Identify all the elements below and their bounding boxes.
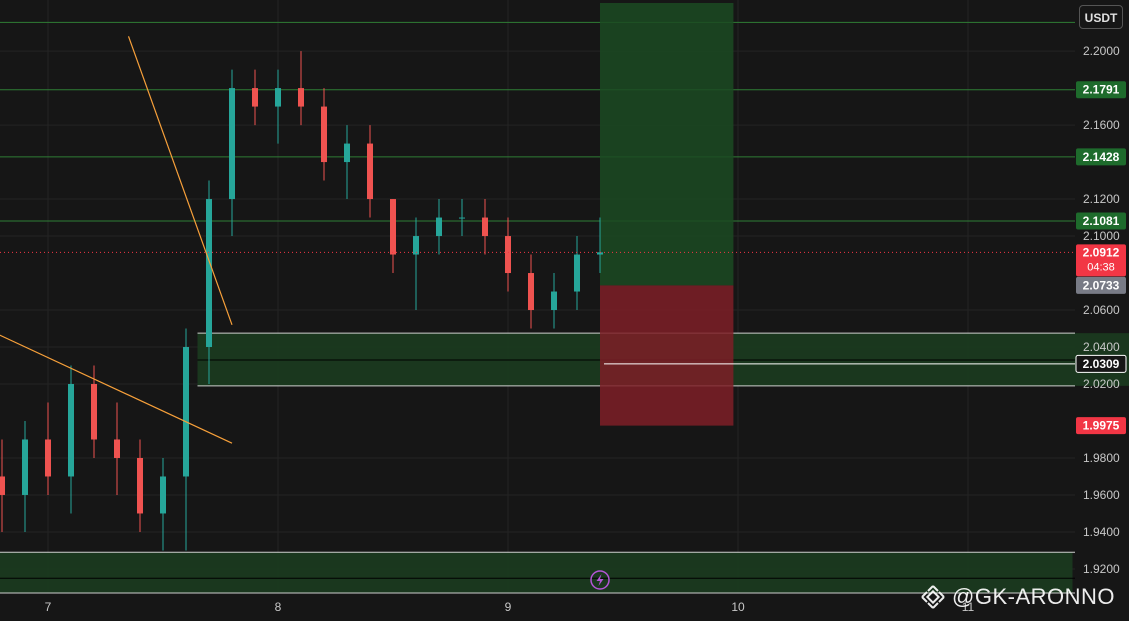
price-badge [1076, 81, 1126, 99]
stop-zone [600, 285, 734, 426]
binance-logo-icon [921, 585, 945, 609]
price-zones [0, 332, 1129, 594]
price-tick-label: 1.9200 [1083, 562, 1120, 576]
price-tick-label: 2.2000 [1083, 44, 1120, 58]
candle-body [229, 88, 235, 200]
countdown-label: 04:38 [1087, 261, 1115, 273]
candle-body [344, 143, 350, 163]
price-badge [1075, 354, 1127, 373]
price-badge-label: 2.0309 [1083, 357, 1120, 371]
candle-body [321, 106, 327, 163]
price-badge-label: 2.1428 [1083, 150, 1120, 164]
time-tick-label: 8 [275, 600, 282, 614]
candlestick-series [0, 51, 603, 551]
price-tick-label: 2.1200 [1083, 192, 1120, 206]
candle-body [91, 384, 97, 440]
candle-body [0, 476, 5, 495]
candle-body [298, 88, 304, 107]
candle-body [597, 252, 603, 255]
price-badge [1076, 417, 1126, 435]
price-badge-label: 1.9975 [1083, 419, 1120, 433]
candle-body [275, 88, 281, 107]
price-badge-label: 2.1791 [1083, 83, 1120, 97]
price-axis: 2.2000 2.1600 2.1200 2.1000 2.0600 2.0400 2.02… [1075, 44, 1127, 576]
candle-body [390, 199, 396, 255]
candle-body [505, 236, 511, 274]
price-tick-label: 2.1600 [1083, 118, 1120, 132]
candle-body [45, 439, 51, 477]
candle-body [367, 143, 373, 200]
price-tick-label: 1.9600 [1083, 488, 1120, 502]
price-badge [1076, 212, 1126, 230]
candle-body [482, 217, 488, 237]
price-badge [1076, 244, 1126, 277]
candle-body [68, 384, 74, 477]
candle-body [137, 457, 143, 514]
price-tick-label: 2.0600 [1083, 303, 1120, 317]
trendlines [0, 36, 233, 444]
time-tick-label: 9 [505, 600, 512, 614]
time-tick-label: 10 [731, 600, 745, 614]
price-tick-label: 1.9800 [1083, 451, 1120, 465]
candle-body [114, 439, 120, 458]
price-badge [1076, 148, 1126, 166]
candle-body [206, 199, 212, 348]
price-badge-label: 2.1081 [1083, 214, 1120, 228]
watermark-text: @GK-ARONNO [952, 584, 1116, 609]
price-tick-label: 2.0400 [1083, 340, 1120, 354]
price-badge-label: 2.0733 [1083, 278, 1120, 292]
horizontal-levels [0, 21, 1075, 222]
candle-body [459, 217, 465, 219]
time-tick-label: 7 [45, 600, 52, 614]
candle-body [252, 88, 258, 107]
price-badge-label: 2.0912 [1083, 245, 1120, 259]
time-axis: 7 8 9 10 11 [45, 600, 975, 614]
price-tick-label: 2.1000 [1083, 229, 1120, 243]
candle-body [551, 291, 557, 311]
lightning-icon[interactable] [590, 570, 610, 590]
candle-body [436, 217, 442, 237]
price-tick-label: 1.9400 [1083, 525, 1120, 539]
support-zone [0, 552, 1073, 593]
price-badge [1076, 276, 1126, 294]
watermark: @GK-ARONNO [920, 583, 1115, 611]
candle-body [160, 476, 166, 514]
trendline [127, 36, 233, 326]
price-tick-label: 2.0200 [1083, 377, 1120, 391]
long-position-tool [600, 3, 1075, 426]
candle-body [574, 254, 580, 292]
candle-body [22, 439, 28, 495]
candle-body [413, 236, 419, 255]
candle-body [528, 273, 534, 311]
target-zone [600, 3, 734, 286]
candle-body [183, 347, 189, 477]
currency-button[interactable]: USDT [1079, 5, 1123, 29]
time-tick-label: 11 [962, 600, 975, 614]
trendline [0, 334, 233, 444]
